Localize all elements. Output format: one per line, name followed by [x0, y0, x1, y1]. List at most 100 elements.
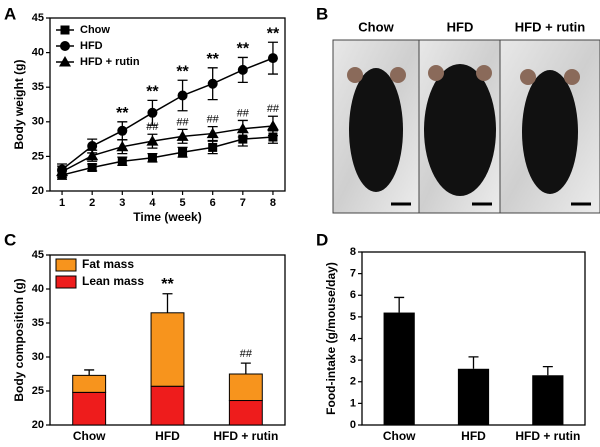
y-tick-label: 5	[350, 311, 356, 323]
significance: ##	[176, 116, 189, 128]
x-tick-label: 1	[59, 197, 65, 209]
bar-segment	[150, 312, 185, 387]
x-tick-label: 2	[89, 197, 95, 209]
marker	[177, 90, 188, 101]
panel-letter: A	[4, 4, 16, 23]
bar-segment	[72, 374, 107, 393]
y-tick-label: 45	[32, 12, 44, 24]
marker	[237, 64, 248, 75]
panel-letter: C	[4, 230, 16, 249]
y-tick-label: 3	[350, 354, 356, 366]
x-tick-label: HFD	[461, 429, 486, 443]
legend-swatch	[55, 258, 77, 272]
marker	[207, 78, 218, 89]
marker	[56, 165, 69, 177]
significance: **	[237, 41, 250, 58]
error-bar	[468, 356, 479, 369]
significance: **	[206, 51, 219, 68]
y-tick-label: 40	[32, 283, 44, 295]
marker	[117, 125, 128, 136]
marker	[178, 147, 188, 157]
y-axis-label: Food-intake (g/mouse/day)	[324, 262, 338, 415]
legend-label: HFD + rutin	[80, 56, 140, 68]
y-tick-label: 35	[32, 81, 44, 93]
series-line	[61, 136, 274, 176]
bar-segment	[150, 385, 185, 426]
y-tick-label: 4	[350, 332, 357, 344]
y-tick-label: 1	[350, 397, 356, 409]
significance: **	[267, 25, 280, 42]
legend-label: Lean mass	[82, 274, 144, 288]
error-bar	[240, 362, 251, 374]
legend-label: HFD	[80, 40, 103, 52]
mouse	[520, 69, 580, 194]
x-tick-label: Chow	[73, 429, 106, 443]
y-tick-label: 30	[32, 351, 44, 363]
marker	[117, 156, 127, 166]
marker	[268, 132, 278, 142]
legend-marker	[59, 56, 71, 67]
x-tick-label: 4	[149, 197, 156, 209]
photo-panel: B Chow HFD HFD + rutin	[316, 4, 600, 214]
x-tick-label: 8	[270, 197, 276, 209]
bar	[383, 312, 415, 425]
marker	[266, 119, 279, 131]
photo-label: HFD + rutin	[515, 19, 585, 34]
significance: **	[161, 276, 174, 293]
y-tick-label: 0	[350, 419, 356, 431]
legend-swatch	[55, 275, 77, 289]
marker	[146, 135, 159, 146]
significance: ##	[267, 103, 280, 115]
x-tick-label: Chow	[383, 429, 416, 443]
bar-segment	[72, 391, 107, 426]
significance: **	[116, 105, 129, 122]
y-tick-label: 40	[32, 47, 44, 59]
error-bar	[542, 365, 553, 376]
plot-frame	[49, 17, 286, 192]
bar	[532, 375, 564, 425]
significance: **	[146, 84, 159, 101]
bar-segment	[228, 373, 263, 402]
series-line	[61, 57, 274, 171]
marker	[87, 162, 97, 172]
y-tick-label: 7	[350, 268, 356, 280]
x-tick-label: HFD	[155, 429, 180, 443]
bar	[457, 368, 490, 425]
y-tick-label: 25	[32, 150, 44, 162]
series-line	[61, 125, 274, 173]
marker	[147, 153, 157, 163]
marker	[206, 127, 219, 139]
error-bar	[394, 296, 405, 313]
marker	[86, 149, 99, 161]
legend-marker	[60, 25, 70, 35]
x-tick-label: 3	[119, 197, 125, 209]
photo-label: Chow	[358, 19, 394, 34]
error-bar	[84, 369, 95, 376]
legend-label: Fat mass	[82, 257, 134, 271]
y-tick-label: 2	[350, 376, 356, 388]
marker	[176, 130, 189, 141]
x-tick-label: 6	[210, 197, 216, 209]
x-axis-label: Time (week)	[133, 210, 201, 224]
error-bar	[162, 293, 173, 313]
x-tick-label: 7	[240, 197, 246, 209]
marker	[238, 134, 248, 144]
significance: ##	[207, 114, 220, 126]
significance: ##	[237, 107, 250, 119]
significance: ##	[146, 121, 159, 133]
significance: **	[176, 63, 189, 80]
marker	[267, 53, 278, 64]
y-tick-label: 25	[32, 385, 44, 397]
marker	[236, 122, 249, 134]
panel-letter: D	[316, 230, 328, 249]
y-axis-label: Body weight (g)	[12, 60, 26, 150]
x-tick-label: HFD + rutin	[213, 429, 278, 443]
y-tick-label: 35	[32, 317, 44, 329]
y-tick-label: 30	[32, 116, 44, 128]
marker	[87, 141, 98, 152]
marker	[208, 142, 218, 152]
y-tick-label: 20	[32, 419, 44, 431]
x-tick-label: HFD + rutin	[515, 429, 580, 443]
y-tick-label: 6	[350, 289, 356, 301]
